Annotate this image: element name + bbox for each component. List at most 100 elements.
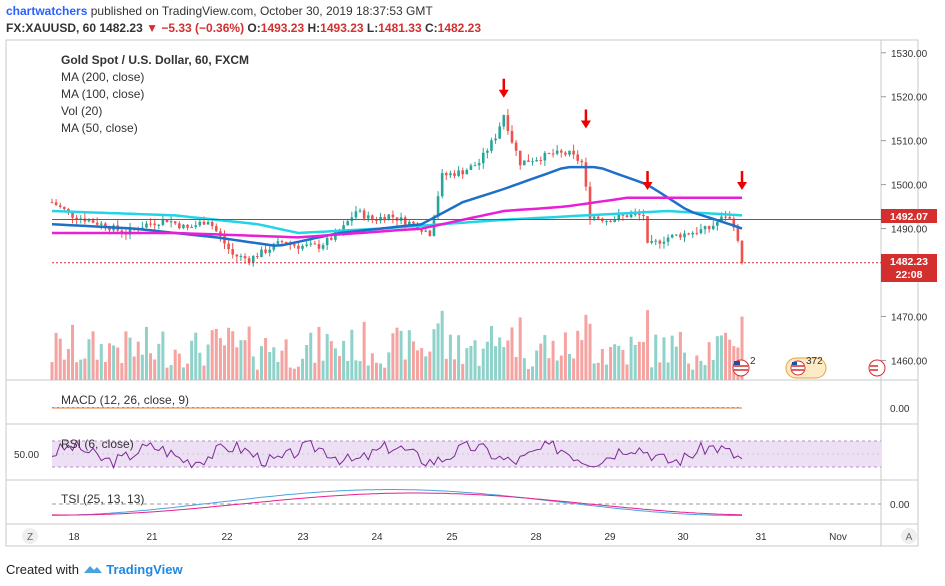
volume-bar <box>568 354 571 380</box>
legend-vol[interactable]: Vol (20) <box>61 104 103 118</box>
candle-body <box>178 223 181 229</box>
candle-body <box>469 165 473 170</box>
volume-bar <box>309 332 313 380</box>
volume-bar <box>453 359 456 380</box>
candle-body <box>186 224 189 228</box>
annotation-arrows <box>498 78 747 191</box>
candle-body <box>75 217 78 220</box>
tradingview-brand[interactable]: TradingView <box>106 562 183 577</box>
tsi-line <box>52 489 742 516</box>
candle-body <box>523 160 526 166</box>
candle-body <box>424 230 428 232</box>
down-arrow-icon <box>580 120 591 129</box>
event-badge-us-2[interactable]: 372 <box>785 356 827 379</box>
candle-body <box>309 243 313 245</box>
candle-body <box>444 173 448 176</box>
volume-bar <box>194 332 198 380</box>
candle-body <box>87 220 91 222</box>
volume-bar <box>691 369 695 380</box>
volume-bar <box>584 314 588 380</box>
rsi-legend[interactable]: RSI (6, close) <box>61 437 134 451</box>
candle-body <box>679 234 682 238</box>
candle-body <box>358 210 362 212</box>
event-badge-us-1[interactable]: 2 <box>732 356 756 377</box>
legend-ma50[interactable]: MA (50, close) <box>61 121 138 135</box>
candle-body <box>617 214 621 220</box>
candle-body <box>576 154 580 161</box>
candle-body <box>568 150 571 155</box>
candle-body <box>650 241 653 243</box>
volume-bar <box>66 349 70 380</box>
volume-bar <box>321 360 325 380</box>
ma-level-value: 1492.07 <box>890 211 928 223</box>
volume-bar <box>448 334 452 380</box>
volume-bar <box>514 357 518 380</box>
close-label: C: <box>424 21 438 35</box>
zoom-button[interactable]: Z <box>22 528 38 544</box>
volume-bar <box>99 344 103 380</box>
price-tick-label: 1530.00 <box>891 49 928 60</box>
candle-body <box>736 227 740 241</box>
candle-body <box>740 240 744 263</box>
auto-scale-button[interactable]: A <box>901 528 917 544</box>
volume-bar <box>633 344 637 380</box>
legend: Gold Spot / U.S. Dollar, 60, FXCM MA (20… <box>61 53 249 135</box>
candle-body <box>128 228 132 235</box>
candle-body <box>412 221 415 224</box>
open-label: O: <box>247 21 261 35</box>
candle-body <box>453 173 456 176</box>
volume-bar <box>305 345 309 380</box>
volume-bar <box>543 335 547 380</box>
candle-body <box>539 159 543 161</box>
volume-bar <box>235 347 239 380</box>
rsi-tick: 50.00 <box>14 450 39 461</box>
volume-bar <box>173 349 177 380</box>
event-badge-us-3[interactable] <box>868 359 886 377</box>
macd-legend[interactable]: MACD (12, 26, close, 9) <box>61 393 190 407</box>
author-link[interactable]: chartwatchers <box>6 4 88 18</box>
candle-body <box>67 209 70 212</box>
candle-body <box>354 211 358 218</box>
candle-body <box>646 216 649 243</box>
volume-bar <box>732 346 736 380</box>
candle-body <box>486 150 489 153</box>
time-tick-label: 18 <box>68 532 80 543</box>
macd-tick: 0.00 <box>890 404 910 415</box>
volume-bar <box>116 347 120 380</box>
legend-ma200[interactable]: MA (200, close) <box>61 70 145 84</box>
auto-label: A <box>906 532 913 543</box>
volume-bar <box>280 350 284 380</box>
legend-ma100[interactable]: MA (100, close) <box>61 87 145 101</box>
candle-body <box>498 126 501 139</box>
volume-bar <box>362 321 366 380</box>
volume-bar <box>559 355 563 380</box>
volume-bar <box>329 341 333 380</box>
candle-body <box>670 234 674 238</box>
volume-bar <box>346 360 350 380</box>
candle-body <box>695 232 699 234</box>
candle-body <box>145 223 148 228</box>
time-tick-label: Nov <box>829 532 847 543</box>
candle-body <box>58 205 62 207</box>
candle-body <box>633 213 637 215</box>
volume-bar <box>695 355 699 380</box>
candle-body <box>543 152 547 161</box>
volume-bar <box>444 358 448 380</box>
volume-bar <box>338 356 341 380</box>
published-text: published on TradingView.com, October 30… <box>90 4 433 18</box>
volume-bar <box>198 352 202 380</box>
volume-bar <box>276 361 280 380</box>
volume-bar <box>485 341 489 380</box>
tsi-legend[interactable]: TSI (25, 13, 13) <box>61 492 145 506</box>
volume-bar <box>149 353 153 380</box>
volume-bar <box>243 340 247 380</box>
volume-bar <box>609 347 613 380</box>
candle-body <box>264 249 267 253</box>
footer: Created with TradingView <box>6 562 183 578</box>
candle-body <box>465 169 469 175</box>
volume-bar <box>50 362 54 380</box>
price-tick-label: 1460.00 <box>891 356 928 367</box>
candle-body <box>642 214 645 217</box>
candle-body <box>108 228 111 231</box>
